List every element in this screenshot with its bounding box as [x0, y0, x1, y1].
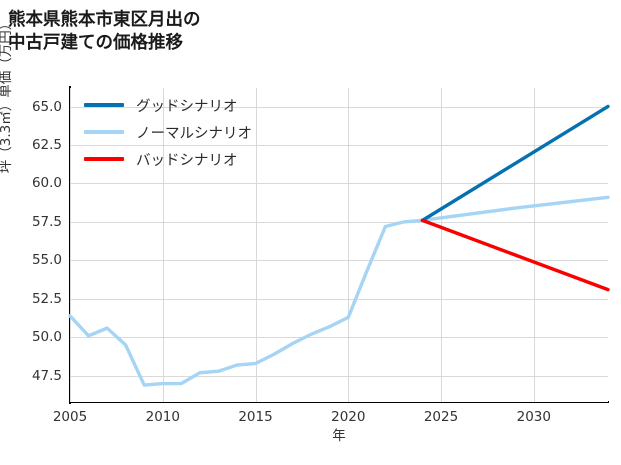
chart-legend: グッドシナリオ ノーマルシナリオ バッドシナリオ: [78, 92, 260, 172]
data-lines: [68, 104, 610, 387]
y-tick-label: 50.0: [31, 329, 62, 346]
y-axis-label: 坪（3.3㎡）単価（万円）: [0, 16, 14, 174]
legend-label: ノーマルシナリオ: [136, 125, 252, 142]
gridline-horizontal: [70, 298, 608, 300]
legend-swatch-icon: [84, 103, 124, 107]
legend-swatch-icon: [84, 130, 124, 134]
legend-item-1[interactable]: ノーマルシナリオ: [84, 123, 252, 142]
y-tick-label: 55.0: [31, 252, 62, 269]
gridline-horizontal: [70, 375, 608, 377]
legend-item-0[interactable]: グッドシナリオ: [84, 96, 252, 115]
y-tick-label: 52.5: [31, 290, 62, 307]
gridline-vertical: [533, 88, 535, 402]
gridline-vertical: [255, 88, 257, 402]
page-title: 熊本県熊本市東区月出の 中古戸建ての価格推移: [8, 9, 201, 53]
x-axis-label: 年: [332, 428, 346, 444]
line-normal-scenario: [68, 195, 610, 387]
legend-label: バッドシナリオ: [136, 152, 238, 169]
gridline-horizontal: [70, 106, 608, 108]
x-axis-spine: [69, 401, 609, 403]
gridline-vertical: [162, 88, 164, 402]
legend-item-2[interactable]: バッドシナリオ: [84, 150, 252, 169]
line-bad-scenario: [420, 218, 610, 292]
legend-swatch-icon: [84, 157, 124, 161]
x-tick-label: 2015: [238, 409, 273, 425]
x-tick-label: 2030: [516, 409, 551, 425]
gridline-horizontal: [70, 260, 608, 262]
x-tick-label: 2020: [331, 409, 366, 425]
x-tick-label: 2010: [145, 409, 180, 425]
legend-label: グッドシナリオ: [136, 98, 238, 115]
gridline-vertical: [70, 88, 71, 402]
x-tick-label: 2025: [423, 409, 459, 425]
gridline-vertical: [441, 88, 442, 402]
gridline-horizontal: [70, 221, 608, 223]
gridline-horizontal: [70, 183, 608, 185]
gridline-horizontal: [70, 145, 608, 146]
gridline-horizontal: [70, 337, 608, 339]
x-tick-label: 2005: [52, 409, 88, 425]
gridline-vertical: [348, 88, 350, 402]
plot-area: [68, 88, 610, 402]
y-tick-label: 47.5: [31, 367, 62, 384]
line-good-scenario: [420, 104, 610, 223]
